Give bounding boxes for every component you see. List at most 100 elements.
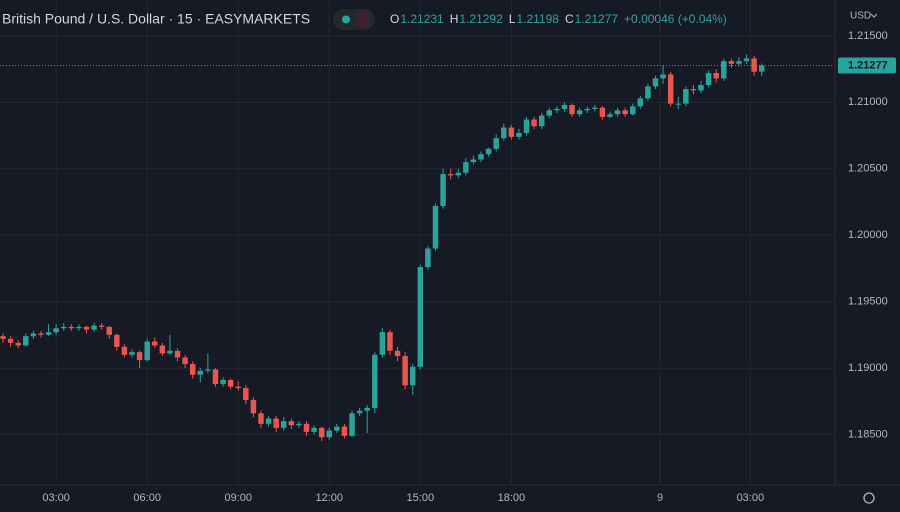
settings-icon[interactable] (863, 492, 875, 504)
candle-body (288, 421, 295, 426)
candle-body (258, 413, 264, 424)
candle-body (334, 426, 340, 431)
candle-body (667, 74, 674, 104)
status-dot (342, 15, 350, 24)
candle-body (372, 354, 378, 408)
candle-body (728, 61, 735, 64)
candle-body (159, 345, 166, 354)
y-tick-label: 1.19500 (848, 296, 888, 308)
candle-body (561, 104, 568, 109)
candle-body (318, 427, 325, 438)
grid (0, 0, 835, 485)
candle-body (0, 336, 6, 339)
candle-body (417, 267, 424, 367)
candle-body (660, 74, 666, 79)
currency[interactable]: USD (850, 11, 871, 22)
candle-body (493, 138, 499, 149)
candle-body (91, 325, 97, 330)
candle-body (516, 132, 522, 137)
last-price-tag (838, 57, 896, 74)
candle-body (379, 332, 386, 355)
candle-body (250, 399, 257, 414)
candle-body (637, 98, 644, 107)
candle-body (220, 380, 226, 385)
candle-body (205, 369, 211, 371)
ohlc-header: O 1.21231 H 1.21292 L 1.21198 C 1.21277 +0.00046… (390, 12, 727, 26)
ohlc-value: 1.21277 (575, 12, 619, 26)
candle-body (531, 119, 537, 127)
chart-title: British Pound / U.S. Dollar · 15 · EASYM… (2, 11, 310, 27)
candle-body (129, 352, 135, 355)
ohlc-value: 1.21231 (400, 12, 444, 26)
candle-body (758, 65, 765, 72)
x-tick-label: 15:00 (407, 492, 435, 504)
candle-body (554, 108, 560, 111)
x-tick-label: 03:00 (42, 492, 70, 504)
candle-body (599, 107, 606, 117)
candle-body (501, 127, 507, 139)
candle-body (83, 326, 90, 330)
candle-body (478, 154, 484, 160)
candle-body (607, 114, 613, 117)
change: +0.00046 (+0.04%) (624, 12, 727, 26)
y-tick-label: 1.19000 (848, 362, 888, 374)
candle-body (296, 423, 302, 426)
candle-body (15, 342, 21, 346)
candle-body (721, 61, 727, 79)
candle-body (683, 89, 689, 104)
candle-body (440, 174, 446, 206)
candle-body (470, 159, 477, 163)
x-tick-label: 09:00 (224, 492, 252, 504)
candle-body (227, 380, 234, 387)
candle-body (152, 341, 158, 346)
ohlc-label: L (509, 12, 516, 26)
candle-body (45, 332, 52, 335)
candle-body (432, 205, 439, 249)
candle-body (98, 325, 105, 327)
candle-body (538, 115, 545, 127)
ohlc-label: C (565, 12, 574, 26)
currency-caret (870, 13, 878, 18)
candle-body (326, 430, 332, 438)
ohlc-value: 1.21198 (516, 12, 559, 26)
candle-body (68, 326, 75, 329)
candles (0, 54, 765, 442)
x-tick-label: 18:00 (498, 492, 526, 504)
y-tick-label: 1.21500 (848, 30, 888, 42)
candle-body (38, 333, 44, 335)
candle-body (447, 174, 454, 176)
candle-body (455, 172, 461, 176)
candle-body (30, 333, 37, 337)
y-tick-label: 1.21000 (848, 96, 888, 108)
candle-body (189, 364, 196, 375)
ohlc-label: H (450, 12, 459, 26)
candle-body (485, 148, 492, 155)
y-tick-label: 1.18500 (848, 428, 888, 440)
x-tick-label: 06:00 (133, 492, 161, 504)
candle-body (167, 350, 173, 354)
last-price-label: 1.21277 (848, 59, 888, 71)
candle-body (736, 61, 742, 64)
candle-body (121, 346, 128, 355)
candle-body (349, 413, 355, 436)
candle-body (630, 106, 636, 115)
candle-body (409, 366, 416, 386)
candle-body (463, 162, 469, 173)
candle-body (569, 104, 575, 115)
candle-body (675, 103, 681, 105)
candle-body (303, 423, 310, 432)
candle-body (144, 341, 150, 361)
candle-body (136, 352, 143, 361)
candle-body (114, 334, 120, 347)
candle-body (76, 326, 82, 329)
x-tick-label: 03:00 (737, 492, 765, 504)
candle-body (614, 110, 621, 115)
candle-body (713, 73, 719, 79)
candle-body (690, 89, 697, 91)
x-tick-label: 9 (657, 492, 663, 504)
candle-body (523, 119, 530, 133)
candle-body (356, 410, 363, 414)
candle-body (576, 110, 583, 115)
